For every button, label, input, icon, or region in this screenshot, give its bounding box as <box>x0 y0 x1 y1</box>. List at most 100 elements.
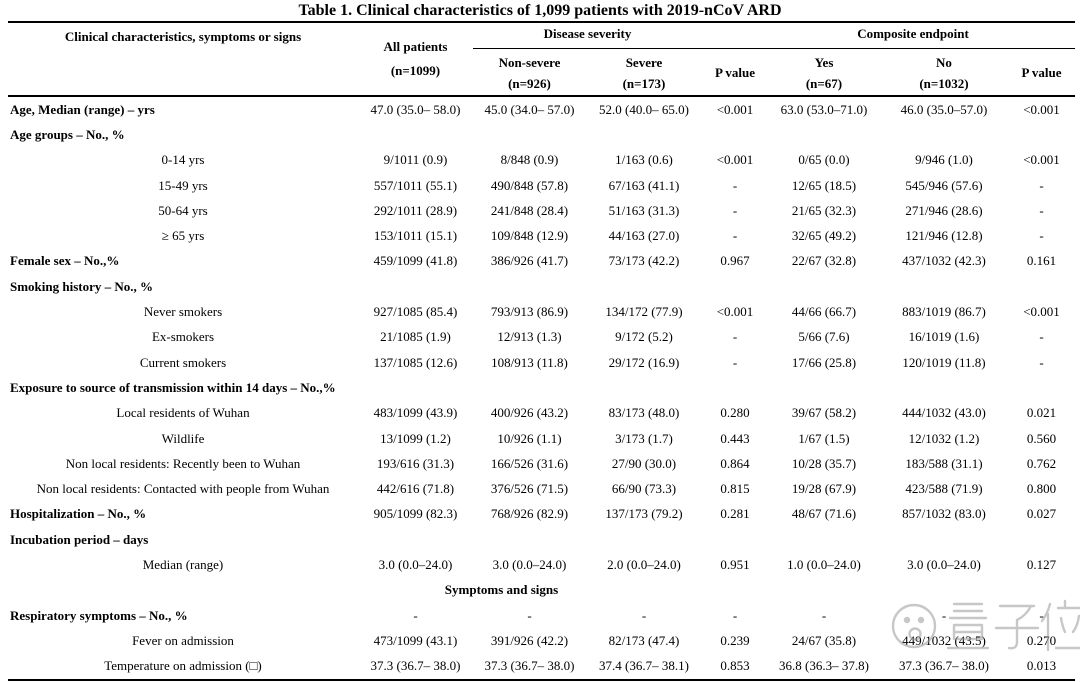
header-severe: Severe (n=173) <box>586 51 702 95</box>
cell: <0.001 <box>1023 152 1060 168</box>
cell: 193/616 (31.3) <box>376 455 455 471</box>
cell: 0.281 <box>720 506 750 522</box>
cell: 0.853 <box>720 658 750 674</box>
cell: 0/65 (0.0) <box>798 152 850 168</box>
cell: 857/1032 (83.0) <box>902 506 986 522</box>
cell: 3.0 (0.0–24.0) <box>907 556 981 572</box>
cell: 83/173 (48.0) <box>608 405 680 421</box>
header-all-patients: All patients (n=1099) <box>358 23 473 95</box>
header-no-n: (n=1032) <box>919 75 969 91</box>
row-label: Temperature on admission (□) <box>104 658 262 674</box>
cell: 120/1019 (11.8) <box>902 354 986 370</box>
cell: 241/848 (28.4) <box>490 202 569 218</box>
cell: 0.013 <box>1026 658 1057 674</box>
cell: - <box>732 202 738 218</box>
cell: - <box>1039 228 1044 244</box>
table-row: Local residents of Wuhan 483/1099 (43.9) 4… <box>8 401 1075 426</box>
cell: 19/28 (67.9) <box>791 481 857 497</box>
section-divider-label: Symptoms and signs <box>444 582 559 598</box>
group-header-rule <box>473 48 1075 49</box>
cell: 109/848 (12.9) <box>490 228 569 244</box>
cell: 51/163 (31.3) <box>608 202 680 218</box>
row-label: Wildlife <box>161 430 205 446</box>
cell: 0.270 <box>1026 632 1057 648</box>
cell: 183/588 (31.1) <box>905 455 983 471</box>
cell: 3.0 (0.0–24.0) <box>492 556 567 572</box>
row-label: ≥ 65 yrs <box>161 228 205 244</box>
cell: - <box>732 607 738 623</box>
cell: 10/28 (35.7) <box>791 455 857 471</box>
cell: 8/848 (0.9) <box>500 152 559 168</box>
header-all-patients-line1: All patients <box>383 39 448 54</box>
cell: 400/926 (43.2) <box>490 405 569 421</box>
table-row: Current smokers 137/1085 (12.6) 108/913 (1… <box>8 350 1075 375</box>
cell: 16/1019 (1.6) <box>908 329 980 345</box>
cell: - <box>732 354 738 370</box>
table-row: Ex-smokers 21/1085 (1.9) 12/913 (1.3) 9/172… <box>8 325 1075 350</box>
cell: 0.027 <box>1026 506 1057 522</box>
cell: 883/1019 (86.7) <box>902 304 986 320</box>
cell: 0.280 <box>720 405 750 421</box>
cell: 483/1099 (43.9) <box>373 405 458 421</box>
cell: - <box>1039 177 1044 193</box>
cell: 134/172 (77.9) <box>605 304 683 320</box>
cell: 21/65 (32.3) <box>791 202 857 218</box>
cell: - <box>1039 354 1044 370</box>
cell: - <box>527 607 532 623</box>
cell: 0.815 <box>720 481 750 497</box>
cell: 67/163 (41.1) <box>608 177 680 193</box>
cell: 545/946 (57.6) <box>905 177 983 193</box>
table-row: Hospitalization – No., % 905/1099 (82.3) 7… <box>8 502 1075 527</box>
table-row: Smoking history – No., % <box>8 274 1075 299</box>
cell: 376/526 (71.5) <box>490 481 569 497</box>
cell: 9/172 (5.2) <box>615 329 673 345</box>
cell: - <box>732 177 738 193</box>
cell: 39/67 (58.2) <box>791 405 857 421</box>
cell: 27/90 (30.0) <box>611 455 677 471</box>
cell: 82/173 (47.4) <box>608 632 680 648</box>
cell: 17/66 (25.8) <box>791 354 857 370</box>
cell: 3.0 (0.0–24.0) <box>378 556 453 572</box>
table-row: Temperature on admission (□) 37.3 (36.7– … <box>8 654 1075 679</box>
table-row: Female sex – No.,% 459/1099 (41.8) 386/926… <box>8 249 1075 274</box>
cell: 0.951 <box>720 556 750 572</box>
header-non-severe-n: (n=926) <box>508 75 551 91</box>
cell: 459/1099 (41.8) <box>373 253 458 269</box>
table-row: Non local residents: Recently been to Wu… <box>8 451 1075 476</box>
cell: <0.001 <box>1023 101 1060 117</box>
cell: 44/66 (66.7) <box>791 304 857 320</box>
cell: 0.967 <box>720 253 750 269</box>
header-composite-no: No (n=1032) <box>880 51 1008 95</box>
cell: 137/173 (79.2) <box>605 506 683 522</box>
cell: 108/913 (11.8) <box>491 354 568 370</box>
cell: - <box>821 607 827 623</box>
cell: 166/526 (31.6) <box>490 455 569 471</box>
cell: 63.0 (53.0–71.0) <box>780 101 868 117</box>
cell: 24/67 (35.8) <box>791 632 857 648</box>
cell: 391/926 (42.2) <box>490 632 569 648</box>
cell: 5/66 (7.6) <box>798 329 850 345</box>
header-group-composite-endpoint: Composite endpoint <box>857 26 969 41</box>
cell: 0.800 <box>1026 481 1057 497</box>
row-label: Female sex – No.,% <box>10 253 120 269</box>
cell: 1/67 (1.5) <box>798 430 850 446</box>
cell: 437/1032 (42.3) <box>902 253 986 269</box>
row-label: 15-49 yrs <box>158 177 208 193</box>
cell: 1.0 (0.0–24.0) <box>787 556 861 572</box>
table-row: Incubation period – days <box>8 527 1075 552</box>
row-label: Exposure to source of transmission withi… <box>10 379 336 395</box>
cell: 927/1085 (85.4) <box>373 304 458 320</box>
cell: - <box>732 329 738 345</box>
table-row: 15-49 yrs 557/1011 (55.1) 490/848 (57.8) 67… <box>8 173 1075 198</box>
row-label: Ex-smokers <box>151 329 215 345</box>
header-severe-label: Severe <box>625 54 663 70</box>
cell: 12/913 (1.3) <box>497 329 562 345</box>
cell: 423/588 (71.9) <box>905 481 983 497</box>
cell: <0.001 <box>716 101 754 117</box>
cell: 52.0 (40.0– 65.0) <box>599 101 689 117</box>
row-label: Median (range) <box>142 556 224 572</box>
table-row: Respiratory symptoms – No., % - - - - - - - <box>8 603 1075 628</box>
section-divider-row: Symptoms and signs <box>8 578 1075 603</box>
row-label: Current smokers <box>139 354 227 370</box>
table-row: Age groups – No., % <box>8 122 1075 147</box>
